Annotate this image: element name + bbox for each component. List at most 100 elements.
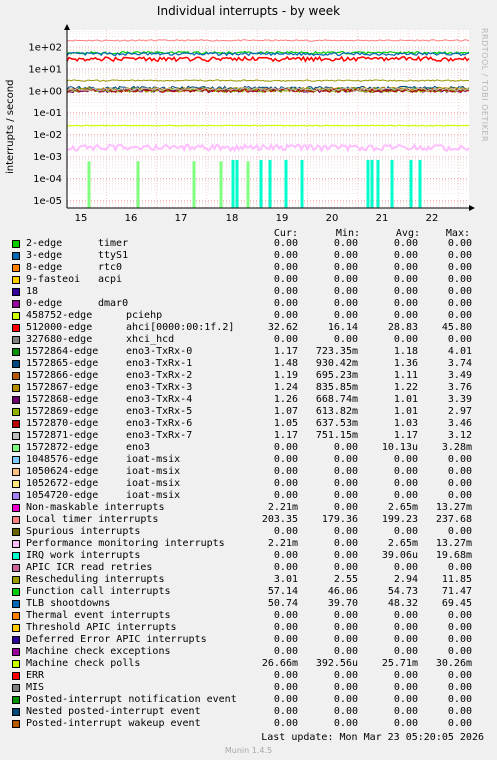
value-max: 3.74: [447, 358, 472, 369]
value-avg: 2.65m: [387, 502, 418, 513]
value-min: 0.00: [333, 610, 358, 621]
legend-swatch: [12, 528, 20, 536]
y-tick-label: 1e-02: [33, 130, 62, 141]
series-device: ttyS1: [98, 250, 129, 261]
series-line-nmi: [66, 142, 470, 153]
series-name: Performance monitoring interrupts: [26, 538, 225, 549]
legend-swatch: [12, 324, 20, 332]
legend-row: Nested posted-interrupt event 0.00 0.00 0.0…: [12, 706, 492, 718]
series-line-eno3: [66, 85, 470, 91]
legend-swatch: [12, 264, 20, 272]
value-avg: 0.00: [393, 718, 418, 729]
legend-swatch: [12, 648, 20, 656]
legend-row: Posted-interrupt wakeup event 0.00 0.00 0.0…: [12, 718, 492, 730]
x-tick-label: 17: [175, 213, 188, 224]
value-avg: 25.71m: [381, 658, 418, 669]
value-avg: 0.00: [393, 298, 418, 309]
series-name: 1572870-edge: [26, 418, 99, 429]
value-avg: 0.00: [393, 274, 418, 285]
munin-version: Munin 1.4.5: [224, 746, 273, 755]
value-min: 0.00: [333, 670, 358, 681]
value-avg: 0.00: [393, 646, 418, 657]
legend-row: 1572868-edge eno3-TxRx-4 1.26 668.74m 1.01 3.…: [12, 394, 492, 406]
legend-row: TLB shootdowns 50.74 39.70 48.32 69.45: [12, 598, 492, 610]
value-cur: 1.05: [273, 418, 298, 429]
value-min: 46.06: [327, 586, 358, 597]
value-max: 0.00: [447, 706, 472, 717]
value-cur: 0.00: [273, 694, 298, 705]
legend-swatch: [12, 684, 20, 692]
value-max: 4.01: [447, 346, 472, 357]
legend-row: 1572866-edge eno3-TxRx-2 1.19 695.23m 1.11 3.…: [12, 370, 492, 382]
value-cur: 0.00: [273, 274, 298, 285]
series-name: 1572865-edge: [26, 358, 99, 369]
series-line-rescheduling: [66, 79, 470, 82]
series-name: 0-edge: [26, 298, 63, 309]
series-name: 9-fasteoi: [26, 274, 81, 285]
value-avg: 0.00: [393, 526, 418, 537]
value-cur: 50.74: [267, 598, 298, 609]
series-name: 18: [26, 286, 39, 297]
value-min: 0.00: [333, 562, 358, 573]
value-cur: 0.00: [273, 490, 298, 501]
series-name: APIC ICR read retries: [26, 562, 153, 573]
legend-swatch: [12, 672, 20, 680]
value-avg: 1.18: [393, 346, 418, 357]
series-name: Thermal event interrupts: [26, 610, 171, 621]
x-tick-label: 18: [226, 213, 239, 224]
value-avg: 0.00: [393, 706, 418, 717]
series-name: MIS: [26, 682, 45, 693]
value-min: 0.00: [333, 274, 358, 285]
legend-swatch: [12, 660, 20, 668]
value-avg: 0.00: [393, 238, 418, 249]
legend-swatch: [12, 612, 20, 620]
series-device: eno3-TxRx-6: [126, 418, 193, 429]
series-name: 1572871-edge: [26, 430, 99, 441]
value-cur: 0.00: [273, 634, 298, 645]
value-max: 0.00: [447, 562, 472, 573]
value-max: 13.27m: [435, 538, 472, 549]
value-min: 0.00: [333, 298, 358, 309]
value-cur: 0.00: [273, 478, 298, 489]
legend-swatch: [12, 276, 20, 284]
series-device: eno3-TxRx-2: [126, 370, 193, 381]
series-line-local-timer: [66, 39, 470, 42]
value-avg: 0.00: [393, 610, 418, 621]
series-name: 1572872-edge: [26, 442, 99, 453]
value-cur: 1.26: [273, 394, 298, 405]
value-avg: 0.00: [393, 622, 418, 633]
value-cur: 0.00: [273, 442, 298, 453]
value-cur: 2.21m: [267, 502, 298, 513]
legend-swatch: [12, 576, 20, 584]
legend-swatch: [12, 372, 20, 380]
value-min: 0.00: [333, 646, 358, 657]
value-min: 0.00: [333, 250, 358, 261]
value-max: 0.00: [447, 670, 472, 681]
value-cur: 32.62: [267, 322, 298, 333]
legend-row: 0-edge dmar0 0.00 0.00 0.00 0.00: [12, 298, 492, 310]
value-avg: 28.83: [387, 322, 418, 333]
legend-swatch: [12, 288, 20, 296]
value-avg: 1.36: [393, 358, 418, 369]
legend-swatch: [12, 588, 20, 596]
value-max: 0.00: [447, 298, 472, 309]
value-avg: 0.00: [393, 694, 418, 705]
value-cur: 0.00: [273, 454, 298, 465]
series-device: xhci_hcd: [126, 334, 175, 345]
series-device: acpi: [98, 274, 123, 285]
legend-row: 1572867-edge eno3-TxRx-3 1.24 835.85m 1.22 3.…: [12, 382, 492, 394]
value-max: 69.45: [441, 598, 472, 609]
value-avg: 0.00: [393, 670, 418, 681]
value-avg: 0.00: [393, 250, 418, 261]
value-cur: 1.17: [273, 430, 298, 441]
value-cur: 0.00: [273, 706, 298, 717]
legend-row: 1050624-edge ioat-msix 0.00 0.00 0.00 0.00: [12, 466, 492, 478]
value-max: 0.00: [447, 262, 472, 273]
value-avg: 0.00: [393, 490, 418, 501]
series-name: TLB shootdowns: [26, 598, 111, 609]
legend-swatch: [12, 552, 20, 560]
value-max: 0.00: [447, 526, 472, 537]
legend-row: Non-maskable interrupts 2.21m 0.00 2.65m 13.…: [12, 502, 492, 514]
value-min: 0.00: [333, 550, 358, 561]
